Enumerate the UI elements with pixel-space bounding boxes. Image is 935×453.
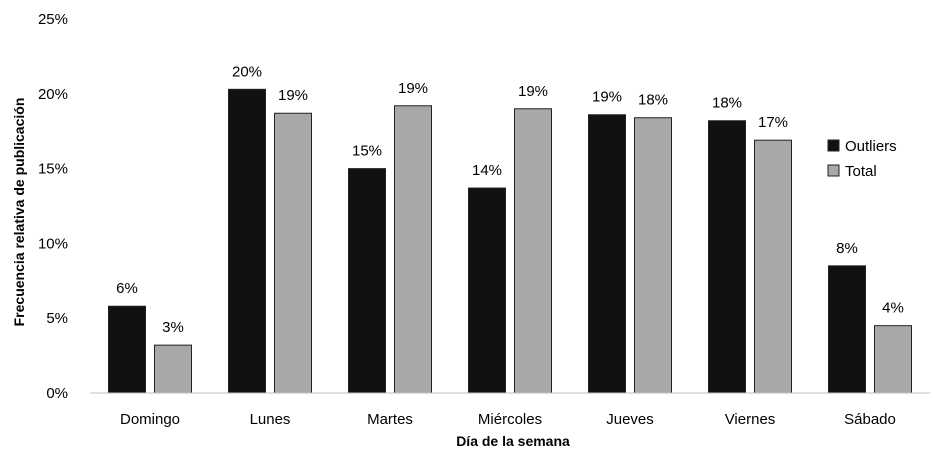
bar-outliers bbox=[108, 305, 146, 394]
x-axis-categories: Domingo Lunes Martes Miércoles Jueves Viernes… bbox=[120, 411, 896, 428]
data-label: 18% bbox=[712, 95, 742, 112]
bar-total bbox=[634, 117, 672, 394]
y-tick-label: 25% bbox=[38, 11, 68, 28]
y-axis-title: Frecuencia relativa de publicación bbox=[11, 98, 27, 327]
data-label: 15% bbox=[352, 143, 382, 160]
bar-outliers bbox=[588, 114, 626, 394]
bar-total bbox=[154, 344, 192, 394]
data-label: 17% bbox=[758, 114, 788, 131]
x-axis-title: Día de la semana bbox=[456, 433, 570, 449]
bar-outliers bbox=[348, 168, 386, 394]
x-category-label: Viernes bbox=[725, 411, 776, 428]
data-label: 18% bbox=[638, 92, 668, 109]
y-tick-label: 0% bbox=[46, 385, 68, 402]
legend: Outliers Total bbox=[827, 138, 897, 180]
bar-outliers bbox=[828, 265, 866, 394]
data-label: 19% bbox=[518, 83, 548, 100]
data-label: 6% bbox=[116, 280, 138, 297]
bar-outliers bbox=[468, 187, 506, 394]
data-label: 4% bbox=[882, 300, 904, 317]
y-tick-label: 10% bbox=[38, 235, 68, 252]
bar-total bbox=[754, 139, 792, 394]
y-axis-ticks: 0% 5% 10% 15% 20% 25% bbox=[38, 11, 68, 402]
data-label: 20% bbox=[232, 63, 262, 80]
data-label: 8% bbox=[836, 240, 858, 257]
data-label: 14% bbox=[472, 162, 502, 179]
y-tick-label: 20% bbox=[38, 86, 68, 103]
bar-total bbox=[394, 105, 432, 394]
y-tick-label: 5% bbox=[46, 310, 68, 327]
data-label: 19% bbox=[592, 89, 622, 106]
x-category-label: Sábado bbox=[844, 411, 896, 428]
legend-swatch bbox=[827, 164, 840, 177]
bar-outliers bbox=[228, 88, 266, 394]
bar-outliers bbox=[708, 120, 746, 394]
bar-total bbox=[874, 325, 912, 394]
legend-label: Total bbox=[845, 163, 877, 180]
bar-total bbox=[274, 112, 312, 394]
data-label: 19% bbox=[398, 80, 428, 97]
x-category-label: Domingo bbox=[120, 411, 180, 428]
y-tick-label: 15% bbox=[38, 161, 68, 178]
legend-swatch bbox=[827, 139, 840, 152]
x-category-label: Lunes bbox=[250, 411, 291, 428]
data-label: 3% bbox=[162, 319, 184, 336]
x-category-label: Jueves bbox=[606, 411, 654, 428]
legend-label: Outliers bbox=[845, 138, 897, 155]
data-label: 19% bbox=[278, 87, 308, 104]
x-category-label: Martes bbox=[367, 411, 413, 428]
data-labels: 6% 3% 20% 19% 15% 19% 14% 19% 19% 18% 18% 17% 8% 4% bbox=[116, 63, 904, 336]
bars bbox=[108, 88, 912, 394]
bar-total bbox=[514, 108, 552, 394]
x-category-label: Miércoles bbox=[478, 411, 542, 428]
